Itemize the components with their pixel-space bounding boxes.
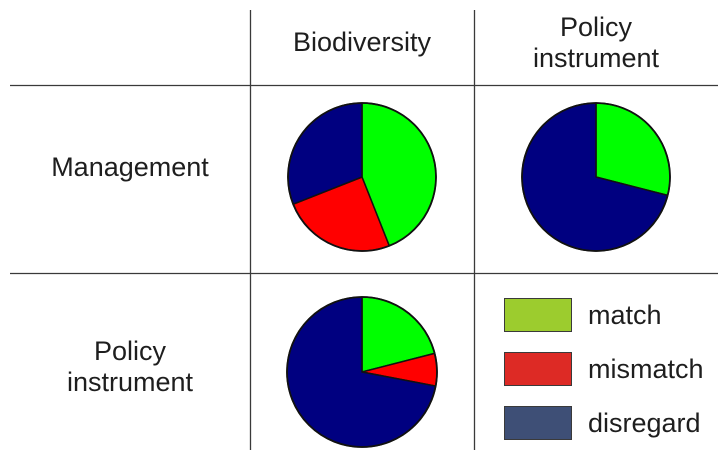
legend-item-mismatch: mismatch (504, 352, 714, 392)
row-header-policy-instrument: Policy instrument (10, 336, 250, 398)
row-header-management: Management (10, 152, 250, 183)
column-header-policy-line-1: Policy (559, 12, 633, 42)
column-header-biodiversity: Biodiversity (252, 27, 472, 58)
grid-lines (10, 10, 718, 450)
pie-outline (521, 102, 671, 252)
row-header-policy-line-2: instrument (66, 367, 194, 397)
legend-item-disregard: disregard (504, 406, 714, 446)
pie-management-policy-instrument (521, 102, 671, 252)
pie-outline (286, 296, 438, 448)
legend-swatch-disregard (504, 406, 572, 440)
row-header-policy-line-1: Policy (93, 336, 167, 366)
pie-policy-instrument-biodiversity (286, 296, 438, 448)
column-header-biodiversity-line-1: Biodiversity (292, 27, 432, 57)
pie-outline (287, 102, 437, 252)
pie-management-biodiversity (287, 102, 437, 252)
legend-swatch-match (504, 298, 572, 332)
row-header-management-line-1: Management (51, 152, 209, 182)
legend-label-mismatch: mismatch (588, 354, 704, 384)
legend-label-match: match (588, 300, 662, 330)
legend-swatch-mismatch (504, 352, 572, 386)
legend-item-match: match (504, 298, 714, 338)
column-header-policy-line-2: instrument (532, 43, 660, 73)
column-header-policy-instrument: Policy instrument (476, 12, 716, 74)
legend-label-disregard: disregard (588, 408, 701, 438)
